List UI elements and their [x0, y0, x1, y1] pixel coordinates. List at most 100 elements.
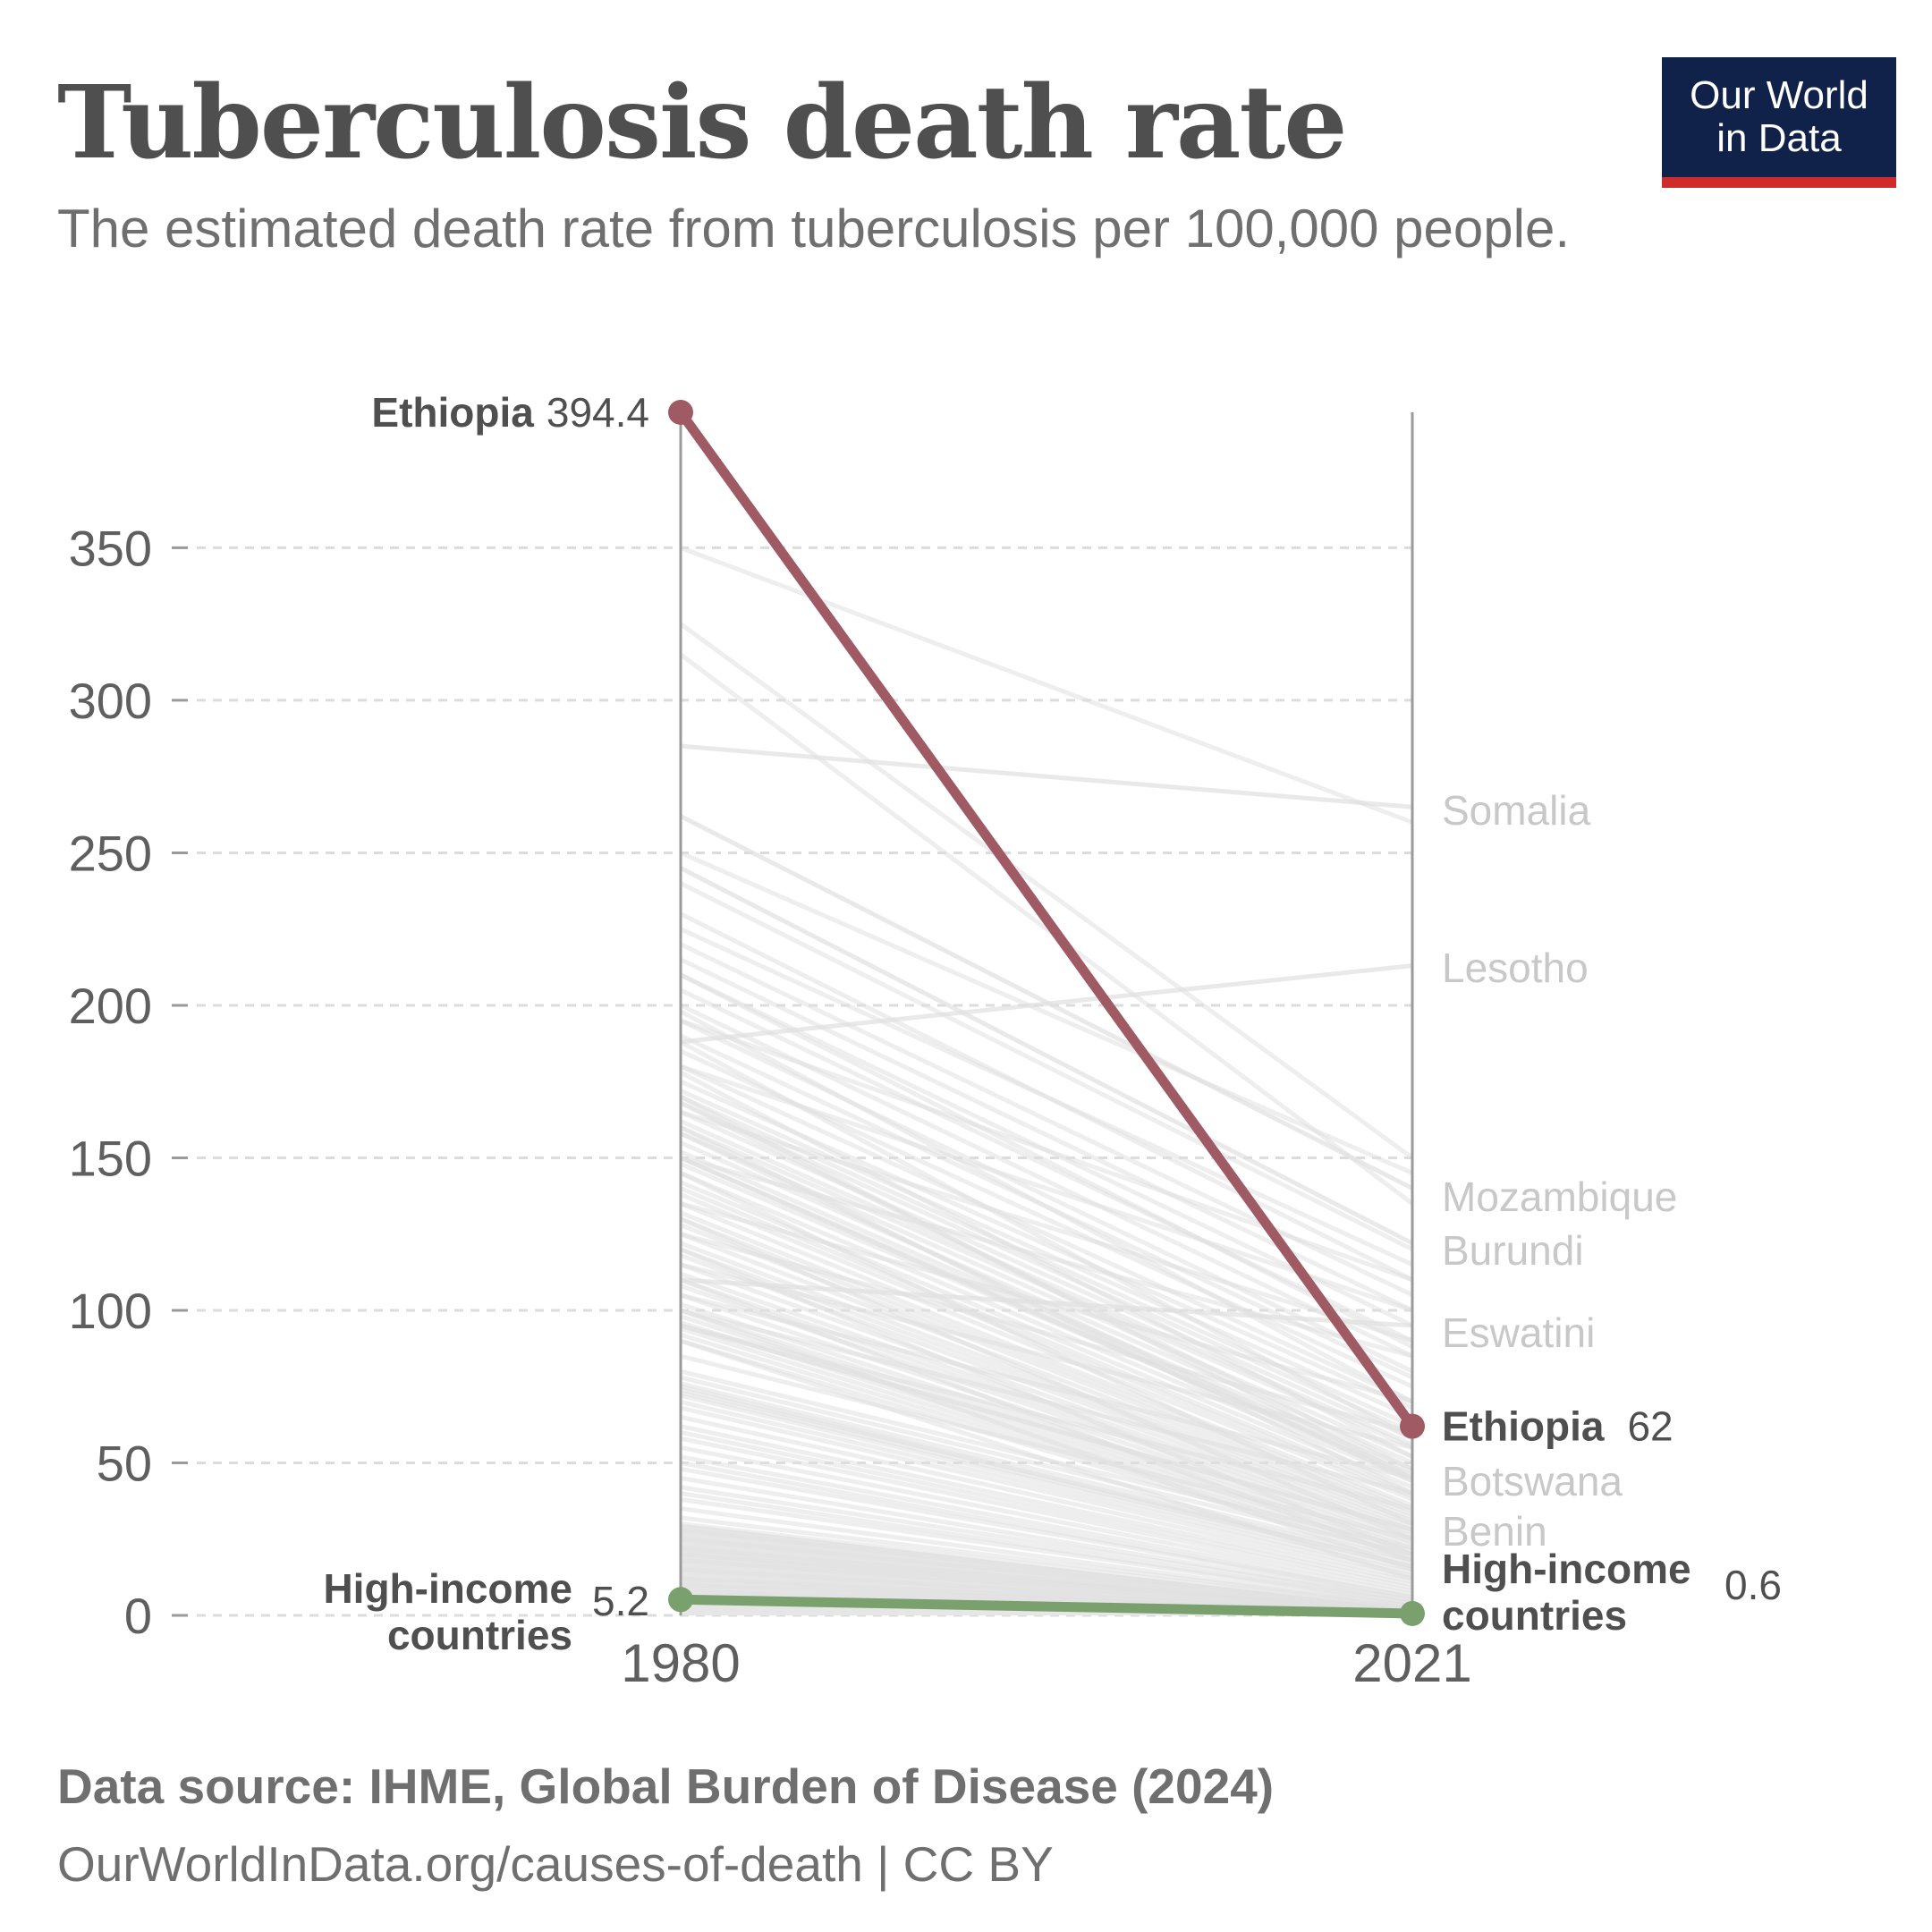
series-line-mozambique — [679, 814, 1414, 1191]
background-series-line — [679, 1039, 1414, 1441]
background-series-line — [679, 972, 1414, 1350]
background-series-line — [679, 1125, 1414, 1496]
label-eswatini: Eswatini — [1442, 1309, 1595, 1356]
label-high-income-1980-line2: countries — [387, 1612, 572, 1658]
logo-line-1: Our World — [1690, 73, 1868, 117]
series-line-ethiopia — [675, 407, 1418, 1432]
background-series-line — [680, 1018, 1413, 1283]
series-line-eswatini — [680, 1277, 1413, 1328]
background-series-line — [680, 1466, 1413, 1600]
background-series-line — [679, 1018, 1414, 1374]
background-series-line — [679, 927, 1414, 1267]
label-high-income-2021-line2: countries — [1442, 1592, 1627, 1639]
value-high-income-1980: 5.2 — [592, 1578, 649, 1624]
source-link[interactable]: OurWorldInData.org/causes-of-death | CC … — [57, 1836, 1054, 1892]
background-series-line — [680, 1414, 1413, 1581]
axes-layer: 1980 2021 — [621, 412, 1472, 1693]
point-ethiopia-1980 — [668, 400, 693, 425]
background-series-line — [679, 851, 1414, 1175]
label-mozambique: Mozambique — [1442, 1174, 1677, 1220]
label-somalia: Somalia — [1442, 787, 1591, 834]
background-series-line — [680, 1485, 1413, 1603]
y-tick-label-250: 250 — [69, 825, 152, 881]
label-lesotho: Lesotho — [1442, 945, 1589, 991]
background-series-line — [680, 1323, 1413, 1512]
background-series-line — [680, 1399, 1413, 1575]
y-tick-label-0: 0 — [124, 1588, 152, 1644]
background-series-line — [680, 1232, 1413, 1517]
background-series-line — [680, 1109, 1413, 1343]
y-tick-label-150: 150 — [69, 1130, 152, 1186]
background-series-line — [680, 1308, 1413, 1572]
background-series-line — [679, 881, 1414, 1252]
background-series-line — [679, 1063, 1414, 1404]
background-series-layer — [679, 546, 1414, 1617]
background-series-line — [680, 1424, 1413, 1584]
background-series-line — [680, 1201, 1413, 1502]
point-ethiopia-2021 — [1400, 1413, 1425, 1439]
label-burundi: Burundi — [1442, 1227, 1584, 1274]
background-series-line — [679, 1216, 1414, 1542]
point-high-income-countries-2021 — [1400, 1600, 1425, 1626]
background-series-line — [679, 622, 1414, 1160]
background-series-line — [680, 1210, 1413, 1508]
background-series-line — [680, 1537, 1413, 1612]
background-series-line — [679, 987, 1414, 1343]
label-high-income-2021-line1: High-income — [1442, 1546, 1691, 1592]
grid-layer: 0 50 100 150 200 250 300 350 — [69, 520, 1412, 1644]
background-series-line — [680, 1247, 1413, 1557]
background-series-line — [680, 1445, 1413, 1594]
y-tick-label-100: 100 — [69, 1283, 152, 1339]
background-series-line — [679, 1110, 1414, 1441]
x-tick-label-1980: 1980 — [621, 1633, 740, 1693]
background-series-line — [680, 1262, 1413, 1530]
background-series-line — [680, 1232, 1413, 1435]
background-series-line — [679, 652, 1414, 1206]
data-source: Data source: IHME, Global Burden of Dise… — [57, 1758, 1275, 1814]
label-benin: Benin — [1442, 1508, 1547, 1555]
y-tick-label-200: 200 — [69, 978, 152, 1034]
chart-title: Tuberculosis death rate — [57, 64, 1347, 182]
label-high-income-1980-line1: High-income — [323, 1565, 572, 1612]
x-tick-label-2021: 2021 — [1352, 1633, 1471, 1693]
chart-subtitle: The estimated death rate from tuberculos… — [57, 199, 1571, 258]
background-series-line — [680, 1277, 1413, 1563]
background-series-line — [680, 1186, 1413, 1496]
value-high-income-2021: 0.6 — [1724, 1562, 1782, 1608]
background-series-line — [679, 1100, 1414, 1471]
background-series-line — [680, 1353, 1413, 1542]
background-series-line — [680, 1405, 1413, 1579]
background-series-line — [680, 1496, 1413, 1606]
series-line-high-income-countries — [675, 1594, 1418, 1619]
background-series-line — [679, 1171, 1414, 1526]
background-series-line — [680, 1338, 1413, 1581]
background-series-line — [680, 1521, 1413, 1610]
background-series-line — [679, 1089, 1414, 1419]
label-ethiopia-2021: Ethiopia 62 — [1442, 1403, 1674, 1450]
background-series-line — [680, 1171, 1413, 1484]
background-series-line — [680, 1277, 1413, 1536]
background-series-line — [679, 1100, 1414, 1435]
label-botswana: Botswana — [1442, 1458, 1623, 1504]
series-line-somalia — [680, 743, 1413, 809]
highlight-series-layer — [668, 400, 1425, 1626]
point-high-income-countries-1980 — [668, 1587, 693, 1613]
y-tick-label-50: 50 — [97, 1435, 152, 1491]
background-series-line — [679, 1009, 1414, 1404]
label-ethiopia-1980: Ethiopia 394.4 — [371, 389, 649, 436]
background-series-line — [679, 1070, 1414, 1459]
owid-logo[interactable]: Our World in Data — [1662, 57, 1896, 188]
background-series-line — [680, 546, 1413, 825]
series-line-benin — [680, 1323, 1413, 1532]
background-series-line — [680, 1381, 1413, 1563]
background-series-line — [680, 1429, 1413, 1588]
background-series-line — [680, 1387, 1413, 1566]
series-line-botswana — [679, 1156, 1414, 1480]
background-series-line — [680, 1515, 1413, 1609]
background-series-line — [680, 1454, 1413, 1597]
y-tick-label-350: 350 — [69, 520, 152, 576]
series-line-burundi — [679, 866, 1414, 1246]
logo-line-2: in Data — [1716, 116, 1842, 160]
